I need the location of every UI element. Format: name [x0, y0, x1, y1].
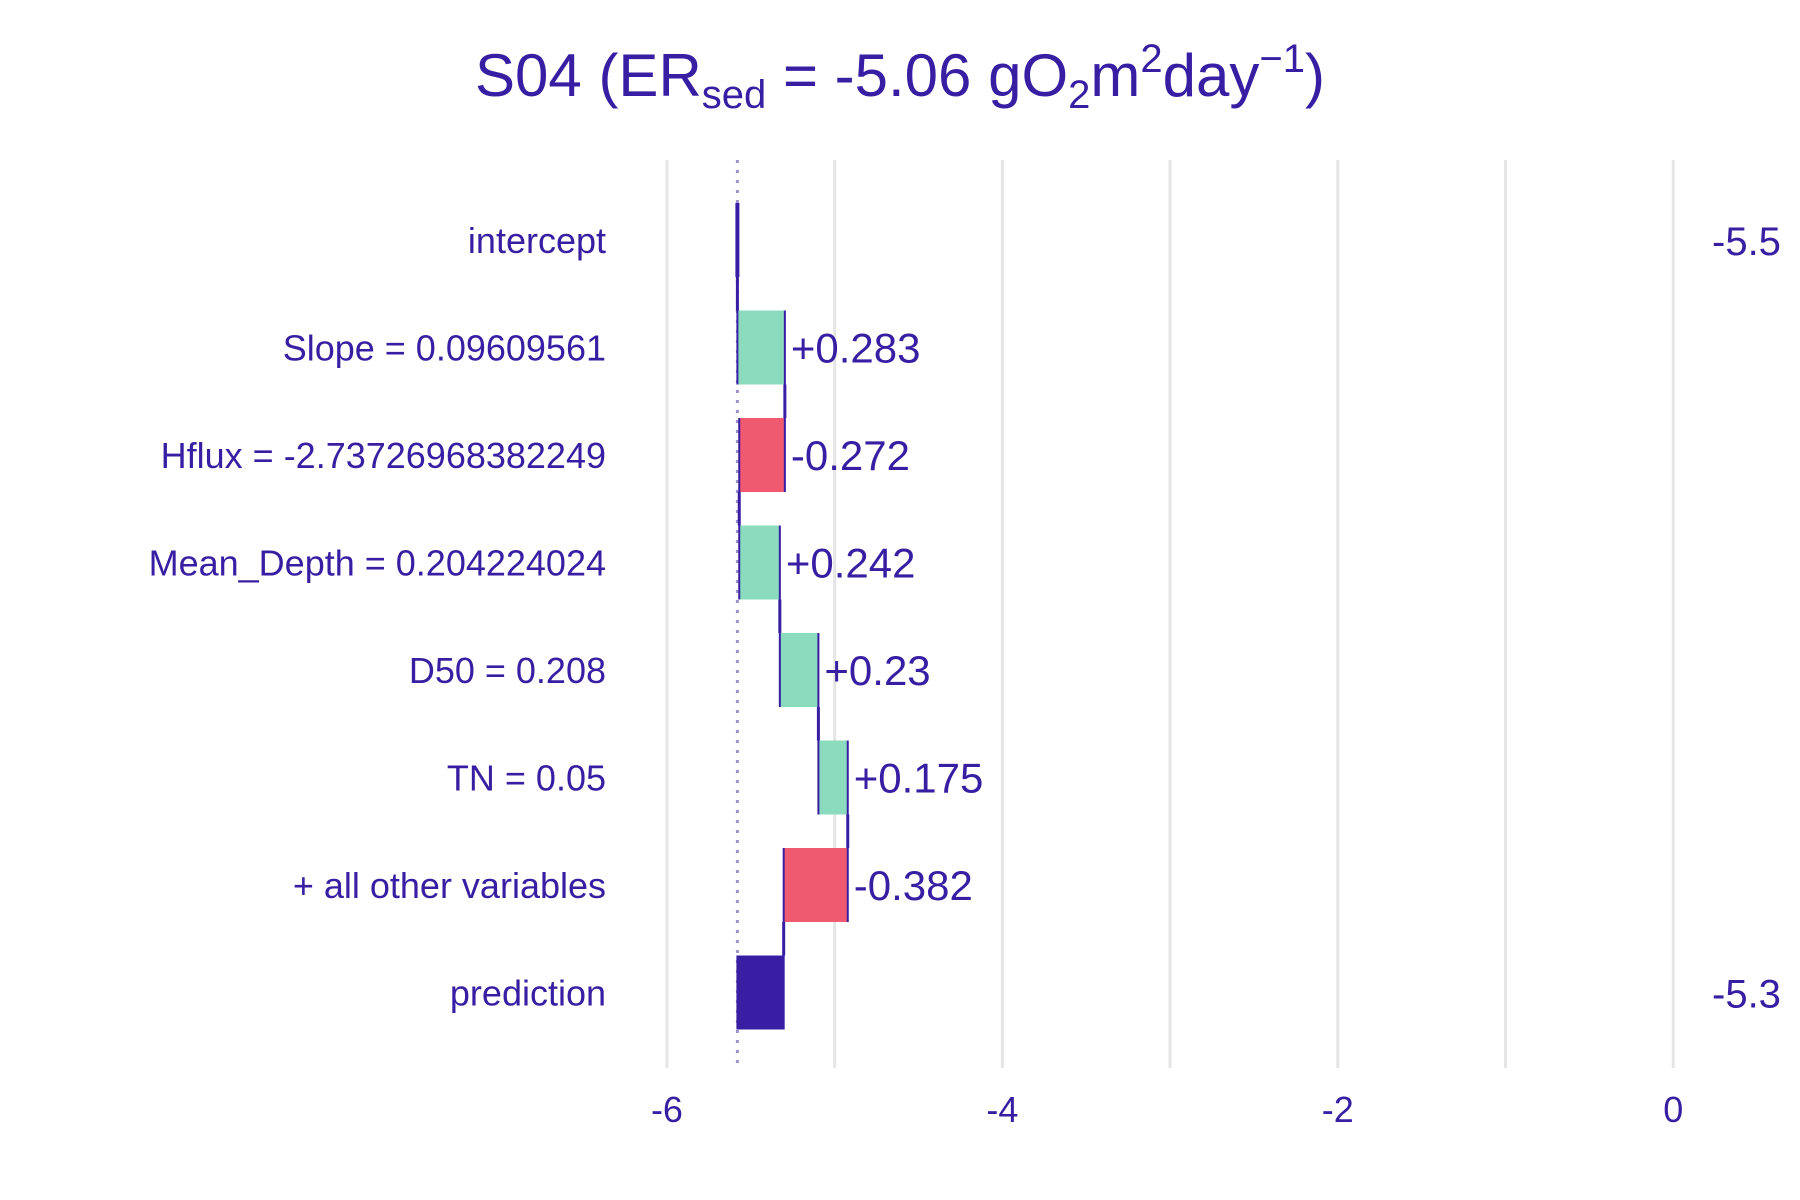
- contribution-label: +0.175: [854, 755, 984, 802]
- row-label: Hflux = -2.73726968382249: [161, 435, 606, 476]
- chart-title: S04 (ERsed = -5.06 gO2m2day−1): [0, 26, 1800, 126]
- title-superscript-2: 2: [1140, 37, 1163, 81]
- side-value-label: -5.3: [1712, 973, 1781, 1017]
- x-tick-label: 0: [1663, 1089, 1683, 1130]
- side-value-label: -5.5: [1712, 220, 1781, 264]
- contribution-label: -0.272: [791, 432, 910, 479]
- contribution-label: +0.242: [786, 540, 916, 587]
- row-label: intercept: [468, 220, 606, 261]
- title-middle: = -5.06 gO: [766, 42, 1069, 109]
- row-label: prediction: [450, 973, 606, 1014]
- row-label: + all other variables: [293, 865, 606, 906]
- contribution-label: +0.283: [791, 325, 921, 372]
- negative-bar: [739, 418, 785, 492]
- x-tick-label: -6: [651, 1089, 683, 1130]
- title-superscript-minus-1: −1: [1259, 37, 1305, 81]
- positive-bar: [818, 740, 848, 815]
- row-label: Mean_Depth = 0.204224024: [149, 543, 606, 584]
- negative-bar: [783, 848, 848, 922]
- contribution-label: +0.23: [824, 647, 930, 694]
- row-label: Slope = 0.09609561: [283, 328, 606, 369]
- title-suffix: ): [1304, 42, 1325, 109]
- positive-bar: [779, 633, 819, 707]
- title-unit-m: m: [1090, 42, 1141, 109]
- row-label: D50 = 0.208: [409, 650, 606, 691]
- contribution-label: -0.382: [854, 862, 973, 909]
- x-tick-label: -2: [1322, 1089, 1354, 1130]
- x-tick-label: -4: [986, 1089, 1018, 1130]
- title-unit-day: day: [1162, 42, 1260, 109]
- title-prefix: S04 (ER: [475, 42, 702, 109]
- prediction-bar: [737, 955, 784, 1030]
- title-subscript-2: 2: [1068, 73, 1091, 117]
- title-subscript-sed: sed: [701, 73, 767, 117]
- positive-bar: [739, 525, 780, 600]
- positive-bar: [737, 310, 785, 385]
- row-label: TN = 0.05: [447, 758, 606, 799]
